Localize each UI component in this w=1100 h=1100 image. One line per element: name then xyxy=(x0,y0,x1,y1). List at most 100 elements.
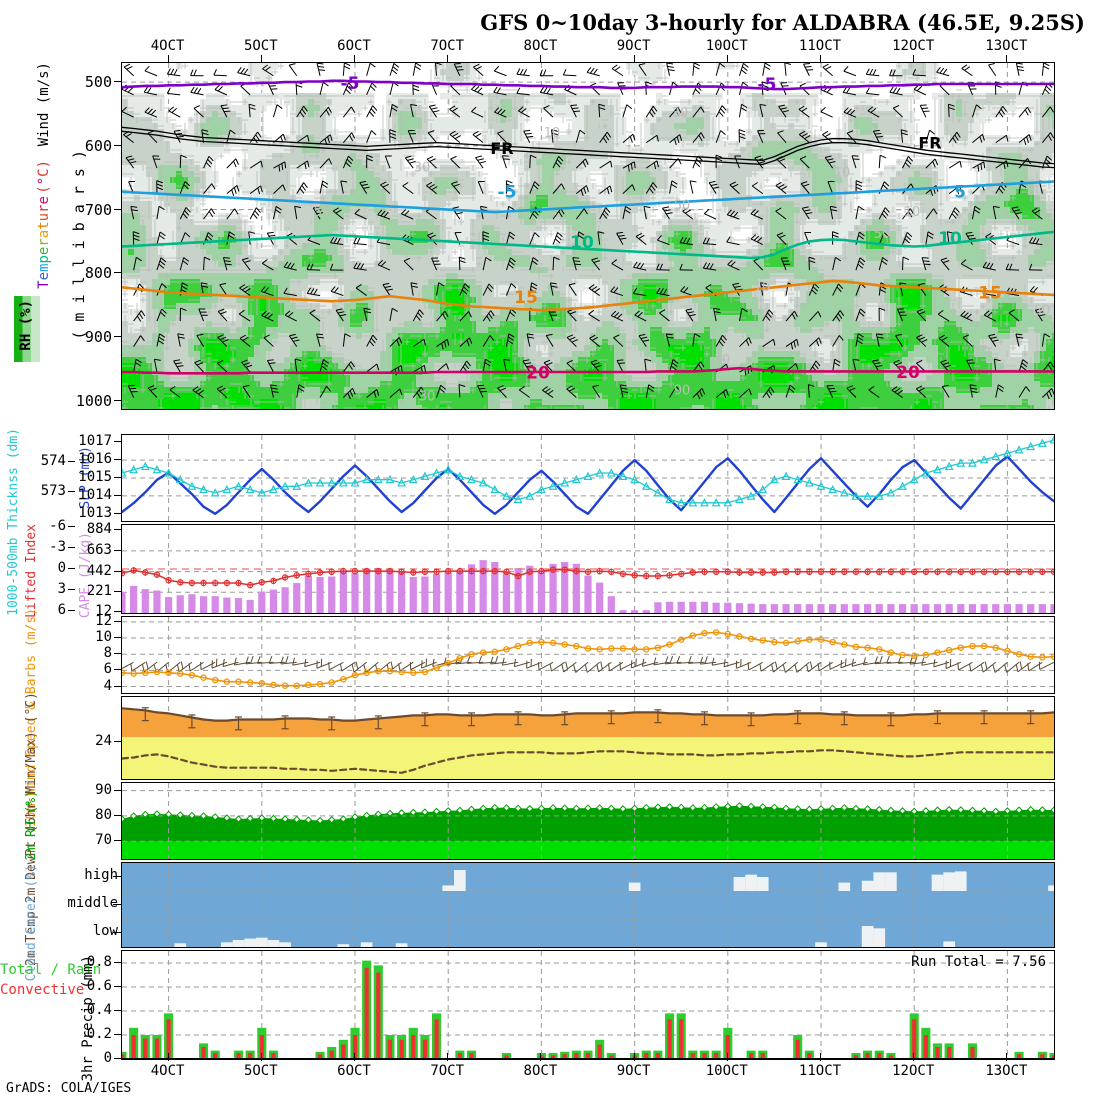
contour-label: 15 xyxy=(978,283,1002,303)
axis-tick xyxy=(68,491,75,493)
label-rh: RH (%) xyxy=(18,300,34,351)
label-millibars: ( m i l l i b a r s ) xyxy=(70,150,88,340)
axis-tick-label: 3 xyxy=(57,581,66,597)
axis-tick xyxy=(114,986,121,987)
date-label-11oct: 11OCT xyxy=(798,38,842,54)
wind10m-panel xyxy=(121,616,1055,694)
date-label-7oct: 7OCT xyxy=(430,38,465,54)
date-tick xyxy=(167,1053,169,1061)
axis-tick xyxy=(114,741,121,743)
label-temperature-word: Temperature xyxy=(36,196,52,289)
axis-tick-label: 90 xyxy=(95,781,112,798)
axis-tick-label: 900 xyxy=(84,327,112,346)
date-tick xyxy=(354,1053,355,1061)
cloud-panel xyxy=(121,862,1055,948)
slp-panel xyxy=(121,434,1055,522)
axis-tick xyxy=(68,568,75,569)
temp2m-plot xyxy=(122,697,1054,779)
temp2m-panel xyxy=(121,696,1055,780)
cloud-row-tick xyxy=(113,904,121,905)
date-tick xyxy=(913,55,915,63)
contour-label: 10 xyxy=(570,233,594,253)
date-tick xyxy=(913,1053,915,1061)
date-label-8oct: 8OCT xyxy=(523,1063,558,1079)
axis-tick-label: 600 xyxy=(84,136,112,155)
axis-tick xyxy=(114,459,121,461)
date-label-12oct: 12OCT xyxy=(892,38,935,54)
slp-plot xyxy=(122,435,1054,521)
rh-contour-label: 30 xyxy=(1038,237,1054,252)
axis-tick-label: 1017 xyxy=(78,433,112,450)
contour-label: 20 xyxy=(526,364,550,384)
upper-air-panel: -5 -5 FR FR -5 5 10 10 15 15 20 20 10 30 30 50 50 10 50 30 1… xyxy=(121,62,1055,410)
axis-tick xyxy=(114,840,121,842)
contour-label: -5 xyxy=(498,183,517,203)
axis-tick xyxy=(114,591,121,593)
date-tick xyxy=(540,1053,542,1061)
cape-panel xyxy=(121,524,1055,614)
axis-tick-label: 0.4 xyxy=(86,1002,112,1018)
rh2m-plot xyxy=(122,783,1054,859)
date-label-9oct: 9OCT xyxy=(616,38,651,54)
axis-tick xyxy=(114,610,121,612)
cloud-row-label-low: low xyxy=(92,923,118,939)
date-tick xyxy=(633,1053,635,1061)
axis-tick-label: 1014 xyxy=(78,486,112,503)
date-tick xyxy=(1006,55,1008,63)
axis-tick xyxy=(114,1010,121,1011)
axis-tick xyxy=(114,814,121,816)
contour-label: -5 xyxy=(341,74,360,94)
label-thickness: 1000-500mb Thicknss (dm) xyxy=(6,428,21,616)
axis-tick-label: 0.6 xyxy=(86,978,112,994)
axis-tick xyxy=(114,653,121,655)
date-label-7oct: 7OCT xyxy=(430,1063,465,1079)
rh-contour-label: 30 xyxy=(414,160,431,175)
axis-tick-label: 12 xyxy=(95,612,112,629)
axis-tick xyxy=(114,570,121,572)
contour-label: 10 xyxy=(938,229,962,249)
axis-tick xyxy=(114,144,121,146)
axis-tick-label: 10 xyxy=(95,629,112,646)
axis-tick-label: 1015 xyxy=(78,469,112,485)
date-label-8oct: 8OCT xyxy=(523,38,558,54)
cape-plot xyxy=(122,525,1054,613)
contour-label: -5 xyxy=(758,75,777,95)
date-label-5oct: 5OCT xyxy=(243,38,278,54)
axis-tick xyxy=(68,610,75,611)
axis-tick xyxy=(114,494,121,496)
axis-tick-label: 70 xyxy=(95,832,112,849)
axis-tick xyxy=(114,962,121,963)
date-label-11oct: 11OCT xyxy=(798,1063,842,1079)
axis-tick xyxy=(68,460,75,462)
precip-panel: Run Total = 7.56 xyxy=(121,950,1055,1060)
axis-tick-label: 574 xyxy=(40,452,66,469)
axis-tick xyxy=(114,1058,121,1059)
axis-tick xyxy=(114,669,121,671)
axis-tick-label: 80 xyxy=(95,806,112,823)
axis-tick-label: 0.8 xyxy=(86,954,112,970)
date-tick xyxy=(633,55,635,63)
contour-label: 20 xyxy=(896,363,920,383)
cloud-row-label-high: high xyxy=(84,867,118,883)
axis-tick xyxy=(114,685,121,687)
rh-contour-label: 50 xyxy=(1034,304,1051,319)
date-tick xyxy=(726,1053,728,1061)
axis-tick-label: 6 xyxy=(57,602,66,618)
axis-tick xyxy=(114,637,121,639)
contour-label: FR xyxy=(490,139,513,158)
axis-tick xyxy=(68,547,75,548)
axis-tick xyxy=(114,335,121,337)
rh-contour-label: 30 xyxy=(714,353,731,368)
axis-tick xyxy=(114,81,121,83)
rh-contour-label: 50 xyxy=(674,199,691,214)
rh-contour-label: 10 xyxy=(754,280,771,295)
axis-tick-label: 1016 xyxy=(78,451,112,468)
axis-tick-label: 700 xyxy=(84,200,112,219)
axis-tick-label: 573 xyxy=(40,483,66,500)
axis-tick xyxy=(114,399,121,401)
run-total-label: Run Total = 7.56 xyxy=(911,954,1046,970)
axis-tick xyxy=(114,208,121,210)
axis-tick-label: 884 xyxy=(86,521,112,538)
upper-air-plot: -5 -5 FR FR -5 5 10 10 15 15 20 20 10 30 30 50 50 10 50 30 1… xyxy=(122,63,1054,409)
rh-contour-label: 10 xyxy=(544,126,561,141)
